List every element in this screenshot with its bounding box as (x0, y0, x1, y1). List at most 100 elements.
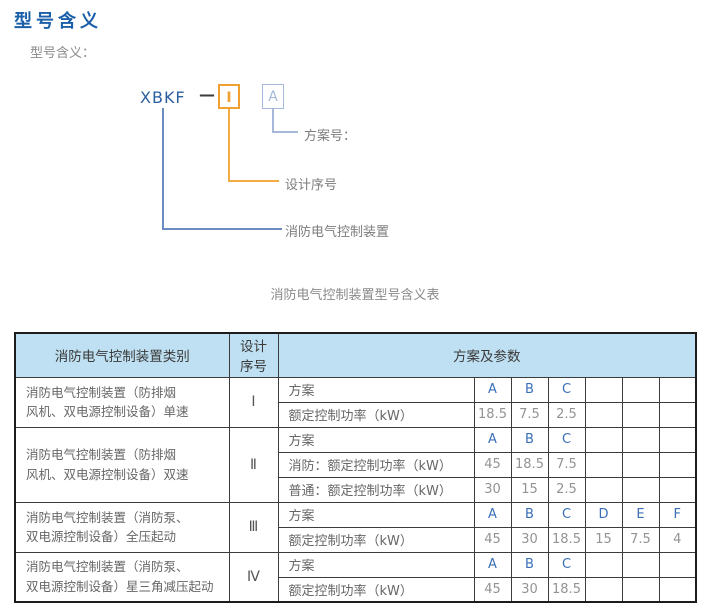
scheme-letter-cell (658, 551, 697, 578)
param-label: 额定控制功率（kW） (277, 576, 475, 603)
model-dash: — (199, 85, 215, 104)
param-label: 方案 (277, 426, 475, 453)
param-value-cell: 45 (473, 576, 512, 603)
param-value-cell: 30 (510, 526, 549, 553)
design-connector-vertical (228, 109, 230, 182)
scheme-letter-cell: B (510, 501, 549, 528)
category-line: 消防电气控制装置（消防泵、 (26, 559, 189, 575)
param-label: 额定控制功率（kW） (277, 401, 475, 428)
device-connector-vertical (162, 108, 164, 230)
scheme-letter-cell (584, 426, 623, 453)
param-label: 普通：额定控制功率（kW） (277, 476, 475, 503)
param-value-cell (584, 576, 623, 603)
category-cell: 消防电气控制装置（防排烟 风机、双电源控制设备）单速 (14, 376, 230, 428)
table-row: 消防电气控制装置（防排烟 风机、双电源控制设备）双速 Ⅱ 方案 A B C (14, 426, 697, 503)
param-value-cell: 18.5 (547, 576, 586, 603)
category-line: 双电源控制设备）星三角减压起动 (26, 578, 214, 594)
header-serial: 设计 序号 (228, 332, 279, 378)
model-prefix-text: XBKF (140, 88, 186, 107)
category-line: 双电源控制设备）全压起动 (26, 529, 177, 544)
design-serial-box: I (218, 84, 240, 109)
table-row: 消防电气控制装置（防排烟 风机、双电源控制设备）单速 Ⅰ 方案 A B C (14, 376, 697, 428)
scheme-letter-cell: E (621, 501, 660, 528)
category-cell: 消防电气控制装置（消防泵、 双电源控制设备）星三角减压起动 (14, 551, 230, 603)
param-value-cell (584, 451, 623, 478)
category-cell: 消防电气控制装置（防排烟 风机、双电源控制设备）双速 (14, 426, 230, 503)
scheme-letter-cell (621, 376, 660, 403)
table-caption: 消防电气控制装置型号含义表 (270, 288, 440, 303)
param-value-cell (621, 401, 660, 428)
design-serial-label: 设计序号 (285, 178, 338, 193)
header-row: 消防电气控制装置类别 设计 序号 方案及参数 (14, 332, 697, 378)
param-value-cell: 45 (473, 451, 512, 478)
device-connector-horizontal (162, 228, 282, 230)
header-params: 方案及参数 (277, 332, 697, 378)
scheme-letter-cell: B (510, 551, 549, 578)
serial-cell: Ⅲ (228, 501, 279, 553)
scheme-letter-cell: A (473, 426, 512, 453)
header-category: 消防电气控制装置类别 (14, 332, 230, 378)
scheme-letter-cell: D (584, 501, 623, 528)
scheme-letter-cell: C (547, 551, 586, 578)
model-meaning-table: 消防电气控制装置类别 设计 序号 方案及参数 消防电气控制装置（防排烟 风机、双… (14, 332, 698, 603)
scheme-letter-cell (658, 376, 697, 403)
param-value-cell: 18.5 (473, 401, 512, 428)
scheme-letter-cell (621, 551, 660, 578)
table-row: 额定控制功率（kW） 45 30 18.5 15 7.5 4 (15, 526, 697, 553)
category-cell: 消防电气控制装置（消防泵、 双电源控制设备）全压起动 (14, 501, 230, 553)
table-row: 消防电气控制装置（消防泵、 双电源控制设备）星三角减压起动 Ⅳ 方案 A B C (14, 551, 697, 603)
param-value-cell: 15 (584, 526, 623, 553)
scheme-number-box: A (262, 84, 284, 109)
category-line: 风机、双电源控制设备）双速 (26, 466, 189, 482)
device-label: 消防电气控制装置 (285, 225, 390, 240)
scheme-letter-cell: C (547, 501, 586, 528)
param-value-cell: 7.5 (510, 401, 549, 428)
param-value-cell: 7.5 (547, 451, 586, 478)
param-value-cell: 30 (473, 476, 512, 503)
table-row: 消防：额定控制功率（kW） 45 18.5 7.5 (15, 451, 697, 478)
design-connector-horizontal (228, 180, 279, 182)
scheme-letter-cell (584, 376, 623, 403)
param-value-cell: 45 (473, 526, 512, 553)
scheme-letter-cell: A (473, 551, 512, 578)
param-value-cell (658, 576, 697, 603)
param-value-cell: 2.5 (547, 476, 586, 503)
param-value-cell (658, 451, 697, 478)
category-line: 消防电气控制装置（防排烟 (26, 384, 177, 400)
header-serial-line2: 序号 (240, 359, 267, 376)
scheme-letter-cell (658, 426, 697, 453)
page-title: 型号含义 (14, 11, 102, 32)
category-line: 消防电气控制装置（消防泵、 (26, 509, 189, 525)
scheme-letter-cell: F (658, 501, 697, 528)
param-value-cell (584, 476, 623, 503)
serial-cell: Ⅰ (228, 376, 279, 428)
scheme-letter-cell: B (510, 426, 549, 453)
scheme-connector-vertical (272, 109, 274, 133)
param-value-cell: 30 (510, 576, 549, 603)
param-value-cell: 18.5 (510, 451, 549, 478)
section-subtitle: 型号含义： (30, 46, 96, 61)
param-value-cell (658, 476, 697, 503)
param-value-cell: 4 (658, 526, 697, 553)
category-line: 消防电气控制装置（防排烟 (26, 447, 177, 463)
param-value-cell (621, 451, 660, 478)
scheme-letter-cell: A (473, 501, 512, 528)
table-row: 普通：额定控制功率（kW） 30 15 2.5 (15, 476, 697, 503)
scheme-letter-cell: C (547, 426, 586, 453)
param-value-cell (584, 401, 623, 428)
param-value-cell (621, 476, 660, 503)
table-row: 消防电气控制装置（消防泵、 双电源控制设备）全压起动 Ⅲ 方案 A B C D … (14, 501, 697, 553)
scheme-letter-cell: B (510, 376, 549, 403)
scheme-letter-cell: C (547, 376, 586, 403)
param-value-cell: 18.5 (547, 526, 586, 553)
param-label: 方案 (277, 501, 475, 528)
scheme-letter-cell (584, 551, 623, 578)
scheme-number-label: 方案号： (304, 129, 357, 144)
header-serial-line1: 设计 (240, 339, 267, 356)
param-value-cell: 15 (510, 476, 549, 503)
scheme-connector-horizontal (272, 131, 298, 133)
param-label: 方案 (277, 376, 475, 403)
table-row: 额定控制功率（kW） 18.5 7.5 2.5 (15, 401, 697, 428)
param-label: 方案 (277, 551, 475, 578)
